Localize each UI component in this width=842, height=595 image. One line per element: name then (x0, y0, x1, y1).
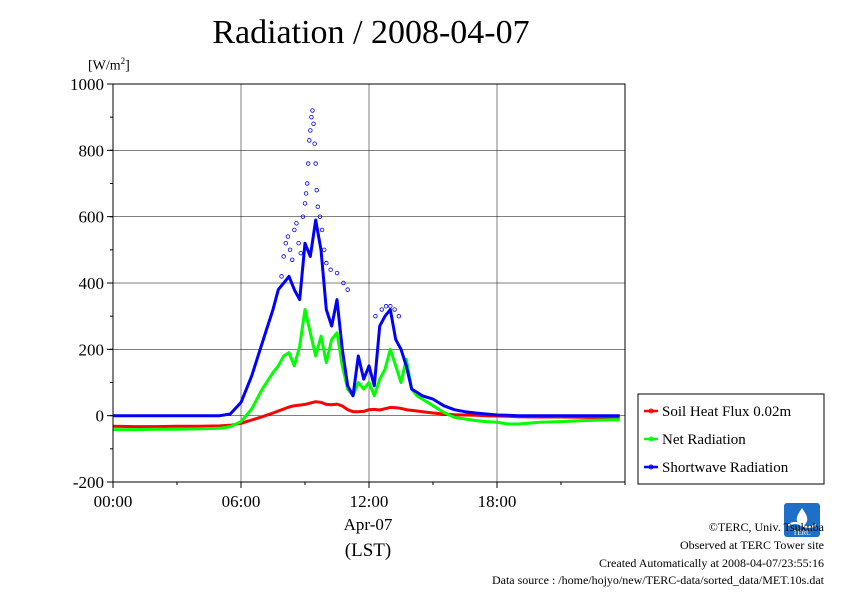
y-tick-label: 1000 (70, 75, 104, 94)
y-tick-label: 200 (79, 340, 105, 359)
scatter-point (279, 274, 284, 279)
scatter-point (345, 287, 350, 292)
scatter-point (309, 114, 314, 120)
scatter-point (311, 121, 316, 126)
legend-label: Shortwave Radiation (662, 460, 789, 476)
scatter-point (285, 234, 291, 239)
scatter-point (310, 108, 315, 113)
footer-site: Observed at TERC Tower site (679, 538, 824, 552)
scatter-point (341, 280, 346, 286)
svg-text:TERC: TERC (793, 529, 811, 537)
y-tick-label: 600 (79, 208, 105, 227)
series-net-radiation (113, 308, 620, 432)
scatter-point (296, 240, 301, 246)
scatter-point (315, 204, 320, 209)
footer-source: Data source : /home/hojyo/new/TERC-data/… (491, 573, 824, 587)
legend-marker (648, 436, 654, 442)
scatter-point (388, 304, 393, 309)
legend-marker (648, 464, 654, 470)
scatter-point (392, 307, 397, 312)
scatter-point (314, 187, 319, 193)
scatter-point (300, 214, 306, 219)
scatter-point (283, 240, 288, 246)
series-shortwave-radiation (113, 218, 620, 418)
y-tick-label: 0 (96, 407, 105, 426)
scatter-point (306, 161, 311, 166)
terc-logo: TERC (784, 503, 820, 537)
scatter-point (334, 270, 340, 276)
data-traces (112, 218, 620, 432)
scatter-point (324, 260, 329, 266)
scatter-point (302, 201, 308, 206)
scatter-point (281, 254, 286, 259)
axis-ticks: -200 0 200 400 600 800 1000 00:00 06:00 12:00 18:0… (70, 75, 626, 511)
x-axis-unit-label: (LST) (345, 540, 391, 561)
y-tick-label: 800 (79, 141, 105, 160)
y-tick-label: -200 (73, 473, 104, 492)
scatter-point (319, 227, 325, 233)
scatter-point (322, 247, 327, 253)
scatter-point (312, 141, 317, 146)
legend-label: Soil Heat Flux 0.02m (662, 404, 792, 420)
legend-box (637, 393, 825, 485)
scatter-point (298, 250, 303, 256)
y-tick-label: 400 (79, 274, 105, 293)
legend-label: Net Radiation (662, 432, 746, 448)
scatter-point (294, 221, 299, 226)
x-tick-label: 06:00 (222, 492, 261, 511)
series-soil-heat-flux-0-02m (112, 400, 620, 429)
scatter-overlay (279, 108, 402, 319)
chart-title: Radiation / 2008-04-07 (212, 14, 530, 51)
scatter-point (383, 304, 389, 309)
footer-created: Created Automatically at 2008-04-07/23:5… (599, 556, 824, 570)
legend: Soil Heat Flux 0.02m Net Radiation Shortwa… (637, 393, 825, 485)
scatter-point (373, 313, 378, 319)
scatter-point (317, 214, 323, 219)
scatter-point (292, 227, 297, 233)
scatter-point (379, 307, 384, 312)
y-axis-unit-label: [W/m2] (88, 56, 130, 74)
x-tick-label: 00:00 (94, 492, 133, 511)
scatter-point (308, 128, 313, 133)
scatter-point (287, 247, 293, 253)
x-axis-date-label: Apr-07 (344, 515, 393, 534)
scatter-point (304, 181, 310, 186)
scatter-point (303, 191, 309, 196)
scatter-point (290, 257, 295, 262)
scatter-point (328, 267, 333, 272)
scatter-point (307, 138, 312, 143)
x-tick-label: 12:00 (350, 492, 389, 511)
x-tick-label: 18:00 (478, 492, 517, 511)
footer-copyright: ©TERC, Univ. Tsukuba (708, 520, 824, 534)
legend-marker (648, 408, 654, 414)
scatter-point (396, 313, 402, 319)
scatter-point (313, 161, 318, 166)
